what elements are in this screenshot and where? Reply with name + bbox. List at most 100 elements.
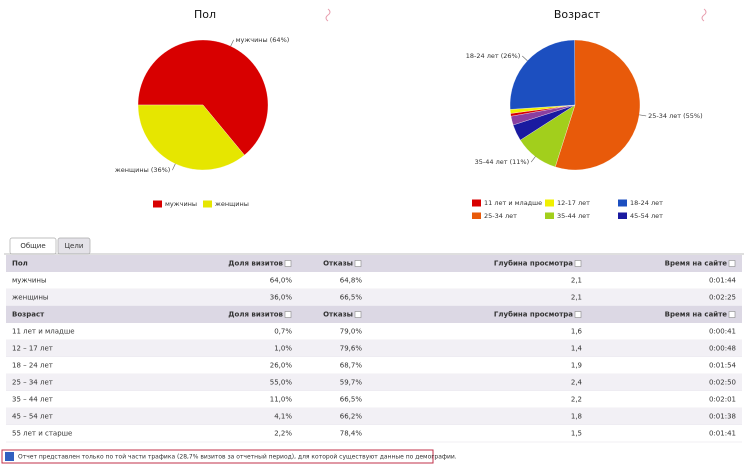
- row: [6, 391, 742, 408]
- cell: 1,4: [571, 345, 583, 353]
- note-box: [1, 449, 434, 464]
- header-cell: Время на сайте: [665, 311, 728, 319]
- cell: 0:02:01: [709, 396, 736, 404]
- legend-label: мужчины: [165, 200, 197, 208]
- help-icon[interactable]: [354, 311, 362, 318]
- header-cell: Глубина просмотра: [494, 311, 573, 319]
- legend-label: 45-54 лет: [630, 212, 663, 220]
- legend-swatch: [472, 212, 481, 219]
- help-icon[interactable]: [284, 260, 292, 267]
- pie-slice: [137, 39, 269, 156]
- cell: 68,7%: [340, 362, 363, 370]
- label-line: [530, 156, 536, 163]
- cell: 2,2: [571, 396, 582, 404]
- cell: 26,0%: [270, 362, 293, 370]
- label-line: [230, 39, 234, 47]
- cell: 79,6%: [340, 345, 363, 353]
- label-line: [522, 55, 528, 61]
- header-cell: Доля визитов: [228, 311, 283, 319]
- help-icon[interactable]: [574, 311, 582, 318]
- cell: 64,8%: [340, 277, 363, 285]
- header-cell: Отказы: [323, 311, 353, 319]
- cell: 59,7%: [340, 379, 363, 387]
- tab-label[interactable]: Общие: [20, 242, 45, 250]
- help-icon[interactable]: [728, 260, 736, 267]
- cell: 64,0%: [270, 277, 293, 285]
- value-label: женщины (36%): [115, 166, 170, 174]
- cell: 2,4: [571, 379, 583, 387]
- legend-label: 35-44 лет: [557, 212, 590, 220]
- label-line: [639, 114, 647, 117]
- legend: 11 лет и младше 12-17 лет 18-24 лет 25-34 л…: [472, 199, 663, 233]
- cell: женщины: [12, 294, 48, 302]
- cell: 79,0%: [340, 328, 363, 336]
- header-cell: Возраст: [12, 311, 45, 319]
- legend-label: 12-17 лет: [557, 199, 590, 207]
- help-icon[interactable]: [574, 260, 582, 267]
- cell: 55,0%: [270, 379, 293, 387]
- header-cell: Доля визитов: [228, 260, 283, 268]
- cell: 1,9: [571, 362, 582, 370]
- legend-swatch: [472, 226, 481, 233]
- legend-swatch: [153, 200, 162, 208]
- legend-label: 25-34 лет: [484, 212, 517, 220]
- legend-label: 18-24 лет: [630, 199, 663, 207]
- cell: 66,2%: [340, 413, 363, 421]
- cell: 0:02:25: [709, 294, 736, 302]
- tab-label[interactable]: Цели: [65, 242, 84, 250]
- icon: [701, 8, 707, 22]
- help-icon[interactable]: [284, 311, 292, 318]
- pie-slice: [509, 39, 576, 110]
- chart-title: Пол: [194, 8, 216, 21]
- value-label: мужчины (64%): [236, 36, 290, 44]
- cell: 11 лет и младше: [12, 328, 75, 336]
- legend-swatch: [203, 200, 212, 208]
- row: [6, 323, 742, 340]
- cell: 66,5%: [340, 294, 363, 302]
- header-cell: Глубина просмотра: [494, 260, 573, 268]
- header-row: [6, 255, 742, 272]
- legend-label: 11 лет и младше: [484, 199, 542, 207]
- header-cell: Пол: [12, 260, 28, 268]
- cell: 45 – 54 лет: [12, 413, 53, 421]
- legend-swatch: [618, 212, 627, 219]
- cell: 0,7%: [274, 328, 292, 336]
- value-label: 25-34 лет (55%): [648, 112, 702, 120]
- legend-label: женщины: [215, 200, 249, 208]
- row: [6, 374, 742, 391]
- cell: 0:02:50: [709, 379, 736, 387]
- cell: 0:00:48: [709, 345, 736, 353]
- cell: 0:01:41: [709, 430, 736, 438]
- chart-title: Возраст: [554, 8, 601, 21]
- cell: 2,1: [571, 294, 582, 302]
- help-icon[interactable]: [354, 260, 362, 267]
- row: [6, 340, 742, 357]
- cell: 35 – 44 лет: [12, 396, 53, 404]
- cell: 78,4%: [340, 430, 363, 438]
- legend: мужчины женщины: [153, 200, 249, 208]
- cell: 4,1%: [274, 413, 292, 421]
- row: [6, 272, 742, 289]
- row: [6, 289, 742, 306]
- legend-swatch: [618, 199, 627, 207]
- header-row: [6, 306, 742, 323]
- cell: 2,1: [571, 277, 582, 285]
- pie-slice: [510, 104, 576, 126]
- cell: 1,6: [571, 328, 583, 336]
- icon: [325, 8, 331, 22]
- legend-swatch: [472, 199, 481, 207]
- cell: 25 – 34 лет: [12, 379, 53, 387]
- cell: 2,2%: [274, 430, 292, 438]
- cell: 1,8: [571, 413, 582, 421]
- value-label: 18-24 лет (26%): [466, 52, 520, 60]
- row: [6, 425, 742, 442]
- header-cell: Время на сайте: [665, 260, 728, 268]
- label-line: [172, 163, 176, 171]
- cell: 1,5: [571, 430, 582, 438]
- legend-swatch: [545, 212, 554, 219]
- cell: 18 – 24 лет: [12, 362, 53, 370]
- help-icon[interactable]: [728, 311, 736, 318]
- row: [6, 357, 742, 374]
- cell: 12 – 17 лет: [12, 345, 53, 353]
